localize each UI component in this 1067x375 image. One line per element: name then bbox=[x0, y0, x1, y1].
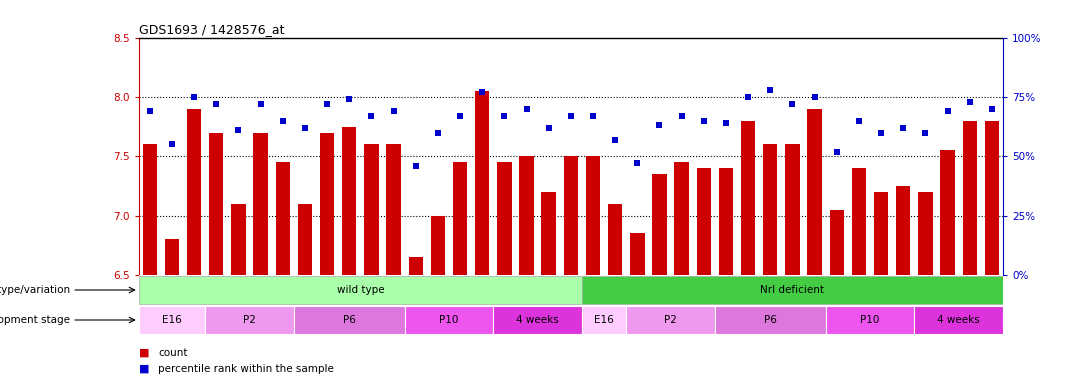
Bar bbox=[541, 192, 556, 275]
Bar bbox=[826, 306, 914, 334]
Text: ■: ■ bbox=[139, 364, 149, 374]
Bar bbox=[493, 306, 582, 334]
Bar bbox=[293, 306, 404, 334]
Bar bbox=[205, 306, 293, 334]
Text: P6: P6 bbox=[343, 315, 355, 325]
Bar bbox=[253, 132, 268, 275]
Bar bbox=[719, 168, 733, 275]
Bar bbox=[364, 144, 379, 275]
Bar bbox=[343, 127, 356, 275]
Bar bbox=[582, 306, 626, 334]
Bar bbox=[164, 239, 179, 275]
Text: E16: E16 bbox=[594, 315, 614, 325]
Bar bbox=[232, 204, 245, 275]
Text: genotype/variation: genotype/variation bbox=[0, 285, 70, 295]
Text: P10: P10 bbox=[860, 315, 879, 325]
Bar bbox=[808, 109, 822, 275]
Bar bbox=[563, 156, 578, 275]
Bar bbox=[985, 121, 999, 275]
Text: development stage: development stage bbox=[0, 315, 70, 325]
Text: P2: P2 bbox=[243, 315, 256, 325]
Text: count: count bbox=[158, 348, 188, 358]
Text: P6: P6 bbox=[764, 315, 777, 325]
Text: ■: ■ bbox=[139, 348, 149, 358]
Bar bbox=[674, 162, 689, 275]
Bar bbox=[763, 144, 778, 275]
Bar bbox=[851, 168, 866, 275]
Bar bbox=[409, 257, 423, 275]
Bar bbox=[386, 144, 401, 275]
Bar bbox=[320, 132, 334, 275]
Text: percentile rank within the sample: percentile rank within the sample bbox=[158, 364, 334, 374]
Bar bbox=[740, 121, 755, 275]
Text: wild type: wild type bbox=[336, 285, 384, 295]
Bar bbox=[608, 204, 622, 275]
Bar bbox=[275, 162, 290, 275]
Bar bbox=[631, 234, 644, 275]
Bar bbox=[520, 156, 534, 275]
Bar bbox=[452, 162, 467, 275]
Bar bbox=[298, 204, 313, 275]
Bar bbox=[940, 150, 955, 275]
Bar bbox=[586, 156, 601, 275]
Bar bbox=[475, 91, 490, 275]
Bar bbox=[582, 276, 1003, 304]
Text: Nrl deficient: Nrl deficient bbox=[761, 285, 825, 295]
Bar bbox=[715, 306, 826, 334]
Bar bbox=[497, 162, 511, 275]
Text: P10: P10 bbox=[440, 315, 459, 325]
Bar bbox=[404, 306, 493, 334]
Bar bbox=[829, 210, 844, 275]
Text: P2: P2 bbox=[664, 315, 676, 325]
Bar bbox=[187, 109, 202, 275]
Bar bbox=[143, 144, 157, 275]
Bar bbox=[914, 306, 1003, 334]
Bar bbox=[431, 216, 445, 275]
Bar bbox=[962, 121, 977, 275]
Bar bbox=[896, 186, 910, 275]
Text: GDS1693 / 1428576_at: GDS1693 / 1428576_at bbox=[139, 23, 284, 36]
Bar bbox=[652, 174, 667, 275]
Bar bbox=[919, 192, 933, 275]
Bar bbox=[139, 276, 582, 304]
Bar bbox=[785, 144, 799, 275]
Bar bbox=[139, 306, 205, 334]
Text: E16: E16 bbox=[162, 315, 181, 325]
Bar bbox=[874, 192, 889, 275]
Text: 4 weeks: 4 weeks bbox=[516, 315, 559, 325]
Bar bbox=[626, 306, 715, 334]
Bar bbox=[697, 168, 711, 275]
Bar bbox=[209, 132, 223, 275]
Text: 4 weeks: 4 weeks bbox=[937, 315, 980, 325]
